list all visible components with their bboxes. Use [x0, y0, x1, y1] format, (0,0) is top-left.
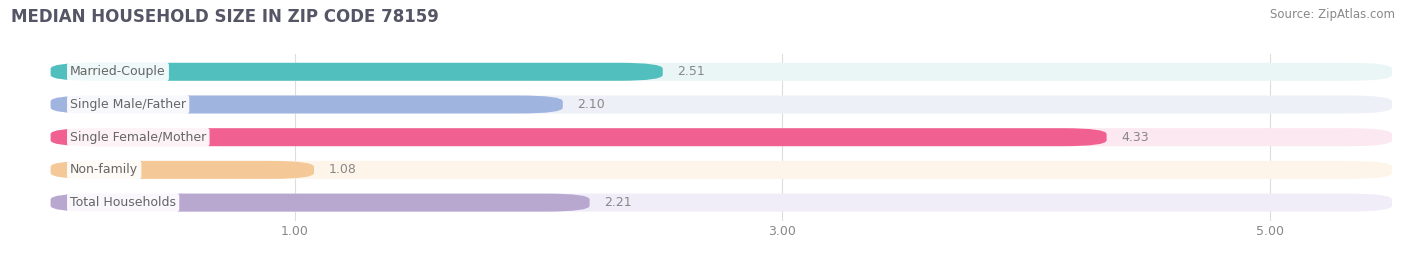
Text: 2.51: 2.51 [678, 65, 706, 78]
Text: 4.33: 4.33 [1121, 131, 1149, 144]
FancyBboxPatch shape [51, 63, 1392, 81]
Text: Married-Couple: Married-Couple [70, 65, 166, 78]
FancyBboxPatch shape [51, 161, 1392, 179]
Text: Single Male/Father: Single Male/Father [70, 98, 186, 111]
Text: Source: ZipAtlas.com: Source: ZipAtlas.com [1270, 8, 1395, 21]
FancyBboxPatch shape [51, 128, 1107, 146]
Text: Total Households: Total Households [70, 196, 176, 209]
FancyBboxPatch shape [51, 95, 1392, 114]
Text: Single Female/Mother: Single Female/Mother [70, 131, 207, 144]
FancyBboxPatch shape [51, 161, 314, 179]
Text: 2.21: 2.21 [605, 196, 631, 209]
FancyBboxPatch shape [51, 194, 1392, 212]
Text: 1.08: 1.08 [329, 163, 357, 176]
FancyBboxPatch shape [51, 194, 589, 212]
Text: Non-family: Non-family [70, 163, 138, 176]
FancyBboxPatch shape [51, 128, 1392, 146]
FancyBboxPatch shape [51, 95, 562, 114]
FancyBboxPatch shape [51, 63, 662, 81]
Text: 2.10: 2.10 [578, 98, 605, 111]
Text: MEDIAN HOUSEHOLD SIZE IN ZIP CODE 78159: MEDIAN HOUSEHOLD SIZE IN ZIP CODE 78159 [11, 8, 439, 26]
